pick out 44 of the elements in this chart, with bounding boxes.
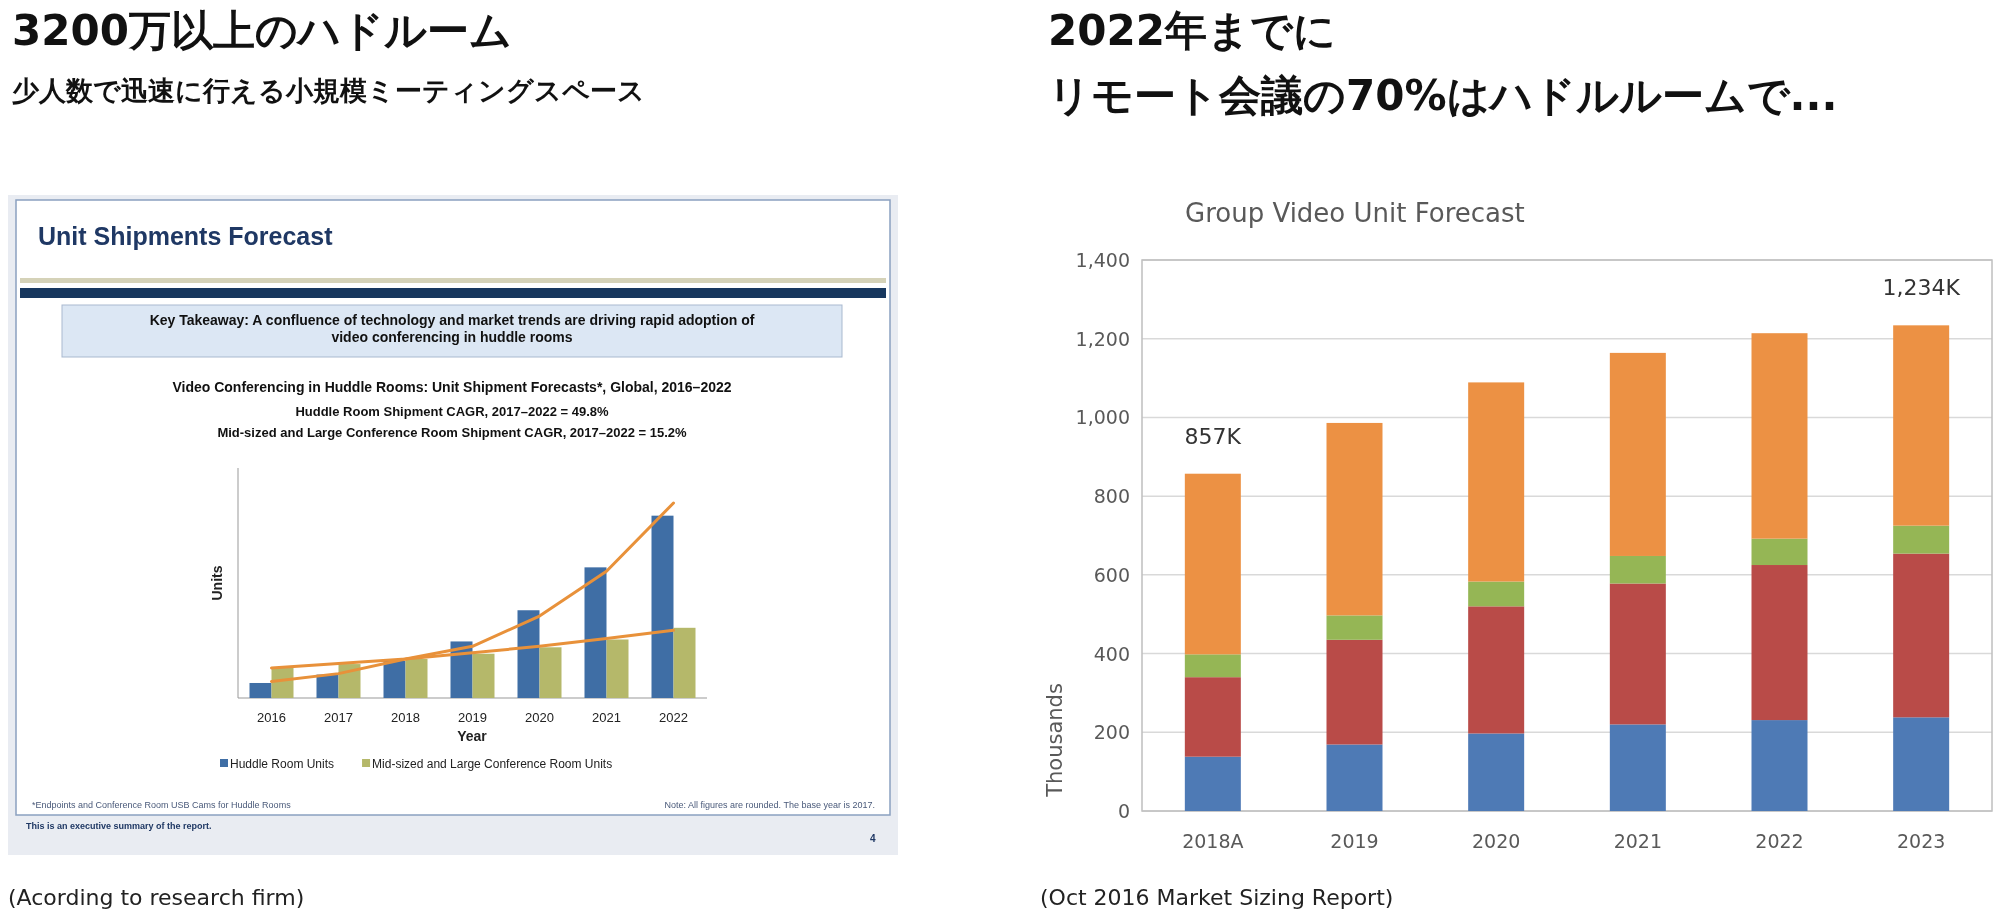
y-tick-label: 400 [1093, 642, 1130, 665]
y-tick-label: 1,000 [1075, 406, 1130, 429]
x-tick-label: 2020 [1471, 830, 1521, 852]
text: Mid-sized and Large Conference Room Shipment CAGR, 2017–2022 = 15.2% [217, 425, 688, 440]
x-tick-label: 2023 [1896, 830, 1946, 852]
text: 4 [870, 833, 876, 844]
x-tick-label: 2021 [592, 710, 621, 725]
y-axis-title: Units [209, 565, 225, 601]
text: (Acording to research firm) [8, 885, 305, 910]
chart-subtitle: リモート会議の70%はハドルルームで... [1048, 71, 1838, 120]
y-tick-label: 200 [1093, 721, 1130, 744]
chart-subtitle: 少人数で迅速に行える小規模ミーティングスペース [12, 75, 645, 106]
x-tick-label: 2019 [1330, 830, 1379, 852]
x-tick-label: 2018A [1182, 830, 1244, 852]
x-tick-label: 2019 [458, 710, 487, 725]
legend-label: Mid-sized and Large Conference Room Units [372, 757, 613, 771]
y-tick-label: 1,200 [1075, 327, 1130, 350]
x-tick-label: 2017 [324, 710, 353, 725]
text: (Oct 2016 Market Sizing Report) [1040, 885, 1394, 910]
y-tick-label: 800 [1093, 485, 1130, 508]
text: This is an executive summary of the report. [26, 821, 212, 831]
annotation: 857K [1184, 423, 1242, 449]
text: Key Takeaway: A confluence of technology and market trends are driving rapid adoption of video conferencing in huddle rooms [149, 312, 755, 345]
text: Group Video Unit Forecast [1185, 198, 1525, 228]
y-tick-label: 1,400 [1075, 249, 1130, 271]
chart-title: 2022年までに [1048, 6, 1336, 55]
y-tick-label: 600 [1093, 563, 1130, 586]
text: Note: All figures are rounded. The base year is 2017. [664, 800, 875, 810]
x-tick-label: 2022 [1755, 830, 1804, 852]
text: Video Conferencing in Huddle Rooms: Unit Shipment Forecasts*, Global, 2016–2022 [172, 379, 732, 395]
text: *Endpoints and Conference Room USB Cams for Huddle Rooms [32, 800, 292, 810]
x-tick-label: 2016 [257, 710, 286, 725]
text: Huddle Room Shipment CAGR, 2017–2022 = 49.8% [295, 404, 610, 419]
x-axis-title: Year [457, 728, 488, 744]
legend-label: Huddle Room Units [230, 757, 335, 771]
text: Unit Shipments Forecast [38, 222, 334, 250]
x-tick-label: 2021 [1613, 830, 1663, 852]
x-tick-label: 2018 [391, 710, 420, 725]
chart-title: 3200万以上のハドルーム [12, 6, 512, 55]
x-tick-label: 2022 [659, 710, 688, 725]
y-axis-title: Thousands [1043, 683, 1067, 798]
x-tick-label: 2020 [525, 710, 554, 725]
annotation: 1,234K [1882, 275, 1961, 301]
y-tick-label: 0 [1117, 800, 1130, 822]
